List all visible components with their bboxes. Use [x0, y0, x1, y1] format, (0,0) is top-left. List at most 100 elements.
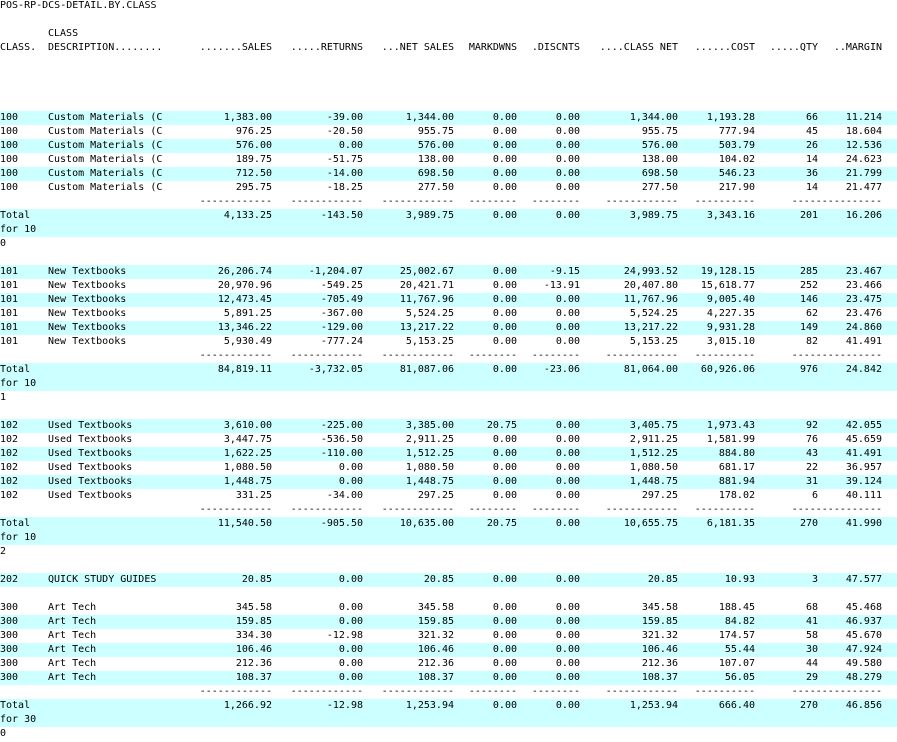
cell-ret: 0.00 [338, 644, 363, 655]
total-mgn: 41.990 [845, 518, 882, 529]
cell-disc: 0.00 [555, 336, 580, 347]
cell-net: 20,421.71 [399, 280, 454, 291]
total-row: Total 4,133.25 -143.50 3,989.75 0.00 0.00 3,98… [0, 209, 897, 223]
cell-mkd: 0.00 [492, 630, 517, 641]
cell-ret: 0.00 [338, 462, 363, 473]
cell-ret: 0.00 [338, 476, 363, 487]
cell-net: 25,002.67 [399, 266, 454, 277]
report-title-text: POS-RP-DCS-DETAIL.BY.CLASS [0, 0, 157, 11]
cell-sales: 189.75 [235, 154, 272, 165]
cell-disc: 0.00 [555, 140, 580, 151]
cell-qty: 149 [799, 322, 818, 333]
cell-mkd: 0.00 [492, 616, 517, 627]
total-sales: 4,133.25 [223, 210, 272, 221]
separator-qty-margin: --------------- [791, 350, 882, 361]
table-row: 300 Art Tech 108.37 0.00 108.37 0.00 0.00 108.3… [0, 671, 897, 685]
cell-cnet: 212.36 [641, 658, 678, 669]
cell-ret: 0.00 [338, 602, 363, 613]
total-ret: -143.50 [320, 210, 363, 221]
cell-cls: 300 [0, 602, 19, 613]
cell-mkd: 0.00 [492, 602, 517, 613]
total-label-class: 0 [0, 238, 7, 249]
cell-mgn: 40.111 [845, 490, 882, 501]
cell-desc: Custom Materials (C [48, 168, 163, 179]
header-discounts: .DISCNTS [531, 42, 580, 53]
cell-sales: 976.25 [235, 126, 272, 137]
cell-mgn: 23.467 [845, 266, 882, 277]
total-label-for: for 10 [0, 224, 37, 235]
header-description: DESCRIPTION........ [48, 42, 163, 53]
cell-cls: 101 [0, 280, 19, 291]
cell-net: 11,767.96 [399, 294, 454, 305]
header-sales: .......SALES [199, 42, 272, 53]
total-label-line: 0 [0, 727, 897, 741]
total-sales: 11,540.50 [217, 518, 272, 529]
cell-ret: 0.00 [338, 574, 363, 585]
total-row: Total 11,540.50 -905.50 10,635.00 20.75 0.00 1… [0, 517, 897, 531]
table-row: 300 Art Tech 212.36 0.00 212.36 0.00 0.00 212.3… [0, 657, 897, 671]
cell-sales: 20.85 [241, 574, 272, 585]
cell-mgn: 41.491 [845, 336, 882, 347]
cell-sales: 1,622.25 [223, 448, 272, 459]
cell-disc: 0.00 [555, 308, 580, 319]
separator-discounts: -------- [531, 196, 580, 207]
cell-cnet: 138.00 [641, 154, 678, 165]
separator-markdowns: -------- [468, 350, 517, 361]
cell-qty: 22 [805, 462, 818, 473]
cell-qty: 58 [805, 630, 818, 641]
cell-qty: 36 [805, 168, 818, 179]
cell-qty: 14 [805, 154, 818, 165]
cell-cnet: 698.50 [641, 168, 678, 179]
separator-cost: ---------- [694, 686, 755, 697]
total-net: 10,635.00 [399, 518, 454, 529]
total-label-class: 0 [0, 728, 7, 739]
header-markdowns: MARKDWNS [468, 42, 517, 53]
blank-line [0, 83, 897, 97]
total-net: 3,989.75 [405, 210, 454, 221]
cell-cls: 101 [0, 322, 19, 333]
cell-desc: Used Textbooks [48, 476, 133, 487]
cell-cost: 681.17 [718, 462, 755, 473]
cell-cost: 1,973.43 [706, 420, 755, 431]
cell-disc: 0.00 [555, 126, 580, 137]
table-row: 202 QUICK STUDY GUIDES 20.85 0.00 20.85 0.00 0… [0, 573, 897, 587]
separator-qty-margin: --------------- [791, 196, 882, 207]
cell-mgn: 47.924 [845, 644, 882, 655]
cell-qty: 62 [805, 308, 818, 319]
cell-cls: 101 [0, 308, 19, 319]
cell-desc: New Textbooks [48, 294, 127, 305]
cell-ret: 0.00 [338, 672, 363, 683]
table-row: 102 Used Textbooks 1,080.50 0.00 1,080.50 0.0… [0, 461, 897, 475]
cell-sales: 345.58 [235, 602, 272, 613]
cell-cost: 19,128.15 [700, 266, 755, 277]
column-header: CLASS. DESCRIPTION........ .......SALES...… [0, 41, 897, 55]
total-label-for: for 10 [0, 532, 37, 543]
cell-disc: 0.00 [555, 490, 580, 501]
separator-discounts: -------- [531, 504, 580, 515]
cell-cls: 300 [0, 672, 19, 683]
cell-ret: -18.25 [326, 182, 363, 193]
cell-mkd: 0.00 [492, 168, 517, 179]
cell-mkd: 0.00 [492, 644, 517, 655]
header-class: CLASS. [0, 42, 37, 53]
cell-sales: 108.37 [235, 672, 272, 683]
cell-disc: 0.00 [555, 476, 580, 487]
cell-desc: Art Tech [48, 630, 97, 641]
table-row: 102 Used Textbooks 1,448.75 0.00 1,448.75 0.0… [0, 475, 897, 489]
cell-cnet: 321.32 [641, 630, 678, 641]
total-disc: 0.00 [555, 700, 580, 711]
cell-cost: 4,227.35 [706, 308, 755, 319]
cell-disc: 0.00 [555, 434, 580, 445]
cell-disc: 0.00 [555, 462, 580, 473]
cell-sales: 106.46 [235, 644, 272, 655]
cell-mgn: 12.536 [845, 140, 882, 151]
cell-net: 2,911.25 [405, 434, 454, 445]
cell-sales: 5,891.25 [223, 308, 272, 319]
cell-cnet: 5,524.25 [629, 308, 678, 319]
cell-desc: Custom Materials (C [48, 112, 163, 123]
total-disc: 0.00 [555, 518, 580, 529]
separator-net-sales: ------------ [381, 686, 454, 697]
cell-desc: New Textbooks [48, 336, 127, 347]
table-row: 102 Used Textbooks 331.25 -34.00 297.25 0.00 0… [0, 489, 897, 503]
cell-desc: New Textbooks [48, 322, 127, 333]
